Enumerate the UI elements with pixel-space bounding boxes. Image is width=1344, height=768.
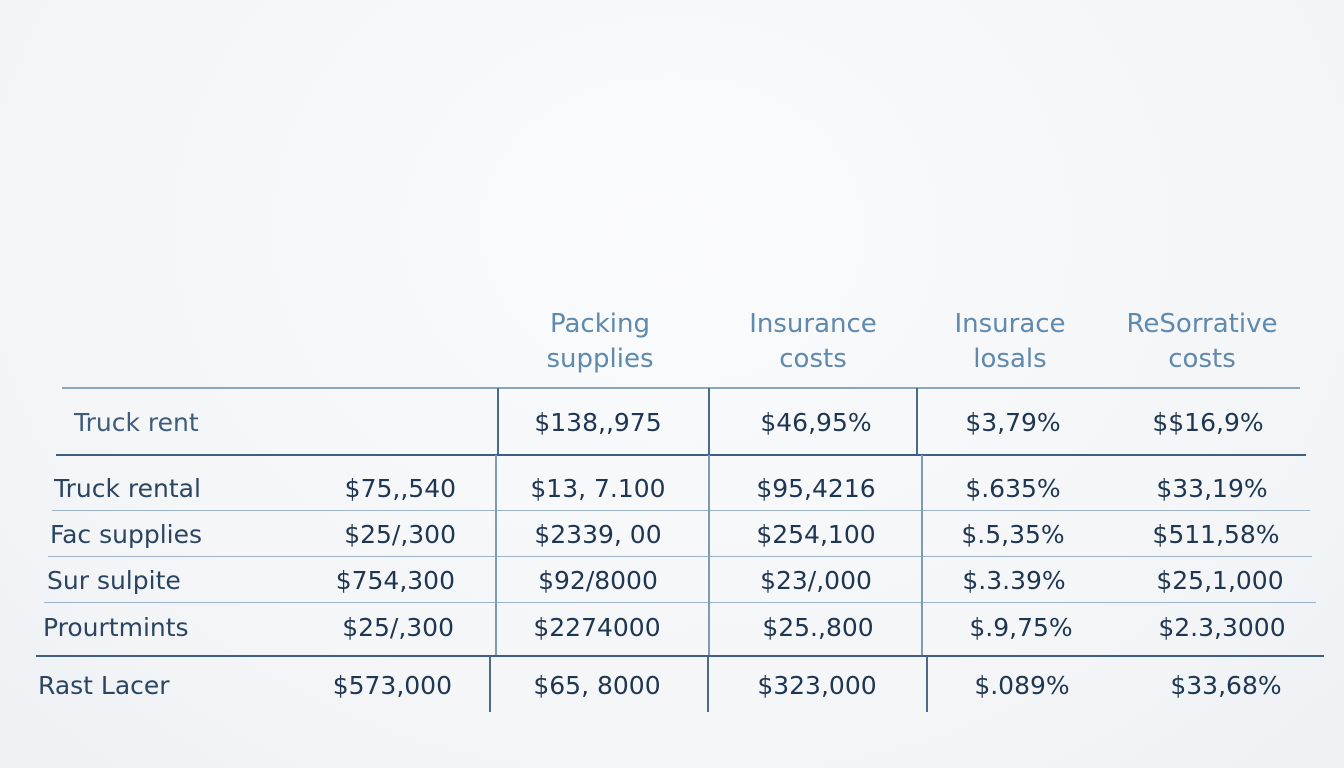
row-label: Truck rent (74, 408, 199, 437)
table-cell: $573,000 (332, 671, 452, 700)
table-cell: $25.,800 (762, 613, 874, 642)
column-header-insurance-losses: Insurace losals (910, 307, 1110, 377)
column-rule (708, 388, 710, 454)
header-line: supplies (546, 344, 654, 374)
table-cell: $.635% (965, 474, 1061, 503)
column-rule (708, 455, 710, 655)
column-header-insurance-costs: Insurance costs (713, 307, 913, 377)
table-cell: $33,19% (1156, 474, 1268, 503)
header-line: losals (973, 344, 1047, 374)
table-cell: $.9,75% (969, 613, 1073, 642)
row-rule (48, 556, 1312, 557)
table-cell: $2.3,3000 (1158, 613, 1286, 642)
table-cell: $.089% (974, 671, 1070, 700)
header-line: costs (1168, 344, 1236, 374)
table-cell: $25,1,000 (1156, 566, 1284, 595)
table-cell: $13, 7.100 (530, 474, 666, 503)
header-line: ReSorrative (1126, 309, 1278, 339)
column-rule (707, 656, 709, 712)
row-rule (52, 510, 1310, 511)
row-label: Prourtmints (43, 613, 189, 642)
header-rule (62, 387, 1300, 389)
row-rule (44, 602, 1316, 603)
table-cell: $25/,300 (342, 613, 454, 642)
table-cell: $75,,540 (344, 474, 456, 503)
column-rule (916, 388, 918, 454)
table-cell: $65, 8000 (533, 671, 661, 700)
table-cell: $25/,300 (344, 520, 456, 549)
row-label: Sur sulpite (47, 566, 181, 595)
header-line: Packing (549, 309, 650, 339)
header-line: Insurance (749, 309, 877, 339)
column-header-packing-supplies: Packing supplies (500, 307, 700, 377)
row-label: Rast Lacer (38, 671, 170, 700)
table-cell: $95,4216 (756, 474, 876, 503)
table-cell: $46,95% (760, 408, 872, 437)
table-cell: $3,79% (965, 408, 1061, 437)
row-label: Fac supplies (50, 520, 203, 549)
row-rule (36, 655, 1324, 657)
table-cell: $2339, 00 (534, 520, 662, 549)
table-cell: $2274000 (533, 613, 661, 642)
column-rule (489, 656, 491, 712)
header-line: costs (779, 344, 847, 374)
column-rule (495, 455, 497, 655)
table-cell: $92/8000 (538, 566, 658, 595)
table-cell: $138,,975 (534, 408, 662, 437)
table-cell: $323,000 (757, 671, 877, 700)
table-cell: $511,58% (1152, 520, 1280, 549)
row-label: Truck rental (54, 474, 201, 503)
table-cell: $754,300 (335, 566, 455, 595)
row-rule (56, 454, 1306, 456)
table-cell: $33,68% (1170, 671, 1282, 700)
table-cell: $23/,000 (760, 566, 872, 595)
header-line: Insurace (954, 309, 1066, 339)
table-cell: $.5,35% (961, 520, 1065, 549)
column-header-restorative-costs: ReSorrative costs (1102, 307, 1302, 377)
table-cell: $.3.39% (962, 566, 1066, 595)
table-cell: $254,100 (756, 520, 876, 549)
column-rule (926, 656, 928, 712)
column-rule (497, 388, 499, 454)
column-rule (921, 455, 923, 655)
table-cell: $$16,9% (1152, 408, 1264, 437)
